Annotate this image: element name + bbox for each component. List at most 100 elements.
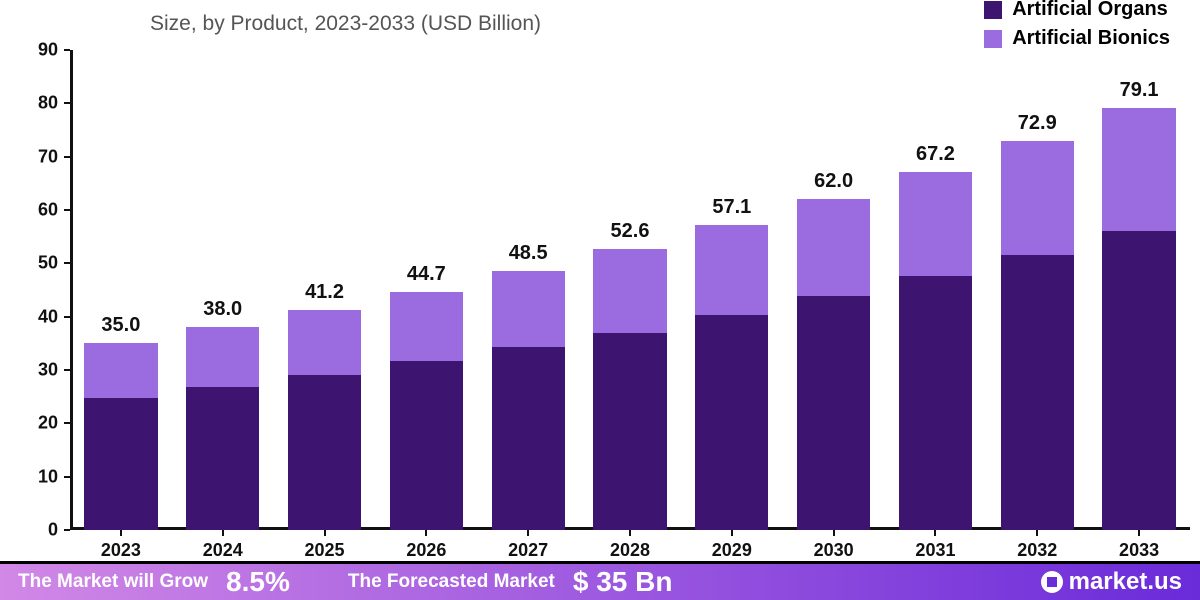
x-tick-label: 2027 bbox=[508, 540, 548, 561]
y-tick-label: 20 bbox=[38, 413, 58, 434]
y-tick-label: 0 bbox=[48, 520, 58, 541]
y-tick bbox=[64, 529, 70, 531]
legend-item-organs: Artificial Organs bbox=[984, 0, 1170, 21]
bar-segment bbox=[797, 199, 870, 296]
bar-group: 35.0 bbox=[84, 50, 157, 530]
y-tick-label: 10 bbox=[38, 466, 58, 487]
x-tick bbox=[222, 530, 224, 536]
x-tick bbox=[324, 530, 326, 536]
x-tick-label: 2032 bbox=[1017, 540, 1057, 561]
x-tick-label: 2030 bbox=[814, 540, 854, 561]
bar-segment bbox=[1102, 231, 1175, 530]
bar-group: 57.1 bbox=[695, 50, 768, 530]
bar-total-label: 41.2 bbox=[305, 281, 344, 304]
y-tick bbox=[64, 262, 70, 264]
plot-region: 010203040506070809035.0202338.0202441.22… bbox=[70, 50, 1190, 530]
legend: Artificial Organs Artificial Bionics bbox=[984, 0, 1170, 50]
bar-total-label: 79.1 bbox=[1120, 79, 1159, 102]
bar-segment bbox=[899, 172, 972, 277]
y-tick bbox=[64, 316, 70, 318]
x-tick-label: 2025 bbox=[305, 540, 345, 561]
bar-segment bbox=[1102, 108, 1175, 231]
bar-segment bbox=[84, 343, 157, 397]
bar-total-label: 38.0 bbox=[203, 298, 242, 321]
bar-group: 41.2 bbox=[288, 50, 361, 530]
bar-group: 67.2 bbox=[899, 50, 972, 530]
bar-total-label: 72.9 bbox=[1018, 112, 1057, 135]
y-tick bbox=[64, 209, 70, 211]
bar-segment bbox=[186, 327, 259, 386]
y-axis bbox=[70, 50, 73, 530]
bar-segment bbox=[492, 271, 565, 347]
x-tick bbox=[934, 530, 936, 536]
bar-total-label: 57.1 bbox=[712, 196, 751, 219]
bar-segment bbox=[84, 398, 157, 530]
footer-value: $ 35 Bn bbox=[573, 566, 713, 598]
x-tick-label: 2028 bbox=[610, 540, 650, 561]
x-tick-label: 2031 bbox=[915, 540, 955, 561]
bar-segment bbox=[390, 292, 463, 362]
chart-area: 010203040506070809035.0202338.0202441.22… bbox=[70, 50, 1190, 530]
x-tick bbox=[527, 530, 529, 536]
y-tick bbox=[64, 476, 70, 478]
y-tick-label: 60 bbox=[38, 200, 58, 221]
footer-text-mid: The Forecasted Market bbox=[330, 571, 573, 593]
y-tick bbox=[64, 156, 70, 158]
y-tick bbox=[64, 102, 70, 104]
bar-segment bbox=[390, 361, 463, 530]
bar-group: 72.9 bbox=[1001, 50, 1074, 530]
y-tick-label: 70 bbox=[38, 146, 58, 167]
y-tick-label: 90 bbox=[38, 40, 58, 61]
x-tick bbox=[1138, 530, 1140, 536]
footer-banner: The Market will Grow 8.5% The Forecasted… bbox=[0, 564, 1200, 600]
page-root: Size, by Product, 2023-2033 (USD Billion… bbox=[0, 0, 1200, 600]
bar-total-label: 48.5 bbox=[509, 242, 548, 265]
x-tick bbox=[629, 530, 631, 536]
bar-total-label: 67.2 bbox=[916, 143, 955, 166]
x-tick-label: 2033 bbox=[1119, 540, 1159, 561]
legend-label: Artificial Bionics bbox=[1012, 27, 1170, 50]
y-tick bbox=[64, 49, 70, 51]
y-tick bbox=[64, 369, 70, 371]
x-tick bbox=[833, 530, 835, 536]
bar-total-label: 44.7 bbox=[407, 263, 446, 286]
bar-group: 44.7 bbox=[390, 50, 463, 530]
bar-segment bbox=[1001, 255, 1074, 530]
legend-item-bionics: Artificial Bionics bbox=[984, 27, 1170, 50]
bar-group: 38.0 bbox=[186, 50, 259, 530]
footer-cagr: 8.5% bbox=[226, 566, 330, 598]
chart-subtitle: Size, by Product, 2023-2033 (USD Billion… bbox=[150, 12, 541, 36]
bar-total-label: 35.0 bbox=[101, 314, 140, 337]
bar-segment bbox=[288, 375, 361, 530]
bar-segment bbox=[186, 387, 259, 530]
bar-group: 62.0 bbox=[797, 50, 870, 530]
bar-segment bbox=[1001, 141, 1074, 255]
y-tick-label: 40 bbox=[38, 306, 58, 327]
brand-icon bbox=[1041, 571, 1063, 593]
bar-total-label: 62.0 bbox=[814, 170, 853, 193]
y-tick-label: 80 bbox=[38, 93, 58, 114]
bar-segment bbox=[593, 333, 666, 530]
x-tick-label: 2024 bbox=[203, 540, 243, 561]
x-tick-label: 2026 bbox=[406, 540, 446, 561]
bar-group: 79.1 bbox=[1102, 50, 1175, 530]
x-tick bbox=[425, 530, 427, 536]
y-tick-label: 30 bbox=[38, 360, 58, 381]
legend-label: Artificial Organs bbox=[1012, 0, 1168, 21]
x-tick bbox=[120, 530, 122, 536]
x-tick bbox=[731, 530, 733, 536]
bar-group: 48.5 bbox=[492, 50, 565, 530]
legend-swatch-organs bbox=[984, 1, 1002, 19]
bar-segment bbox=[288, 310, 361, 375]
bar-segment bbox=[492, 347, 565, 530]
bar-segment bbox=[695, 225, 768, 315]
bar-segment bbox=[593, 249, 666, 332]
footer-brand: market.us bbox=[1041, 568, 1182, 596]
y-tick-label: 50 bbox=[38, 253, 58, 274]
x-tick bbox=[1036, 530, 1038, 536]
bar-group: 52.6 bbox=[593, 50, 666, 530]
footer-text-left: The Market will Grow bbox=[0, 571, 226, 593]
x-tick-label: 2023 bbox=[101, 540, 141, 561]
x-tick-label: 2029 bbox=[712, 540, 752, 561]
bar-segment bbox=[695, 315, 768, 530]
